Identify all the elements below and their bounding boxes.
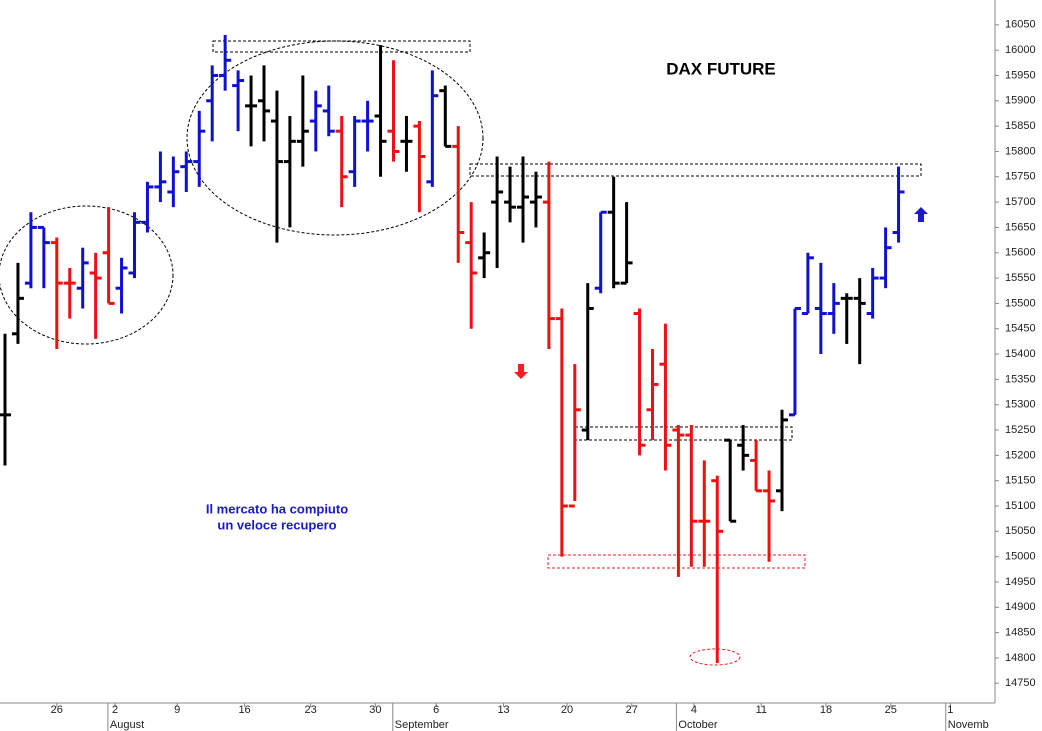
- plot: 14750 14800 14850 14900 14950 15000 15050 15100…: [0, 19, 1036, 731]
- y-tick-label: 15550: [1005, 272, 1036, 284]
- x-tick-label: 18: [820, 704, 832, 716]
- y-tick-label: 15750: [1005, 171, 1036, 183]
- y-tick-label: 15500: [1005, 297, 1036, 309]
- y-tick-label: 15200: [1005, 449, 1036, 461]
- x-tick-label: 1: [947, 704, 953, 716]
- annotation: un veloce recupero: [217, 517, 336, 532]
- month-label: August: [110, 719, 144, 731]
- y-tick-label: 15150: [1005, 475, 1036, 487]
- x-tick-label: 23: [304, 704, 316, 716]
- y-tick-label: 15900: [1005, 95, 1036, 107]
- y-tick-label: 15950: [1005, 69, 1036, 81]
- y-tick-label: 16050: [1005, 19, 1036, 31]
- x-tick-label: 2: [112, 704, 118, 716]
- month-label: Novemb: [948, 719, 989, 731]
- y-tick-label: 15250: [1005, 424, 1036, 436]
- resistance-box: [212, 40, 471, 53]
- y-tick-label: 15350: [1005, 373, 1036, 385]
- chart-title: DAX FUTURE: [666, 59, 776, 78]
- y-tick-label: 15050: [1005, 525, 1036, 537]
- ellipse: [186, 40, 484, 236]
- y-tick-label: 15800: [1005, 145, 1036, 157]
- y-tick-label: 14950: [1005, 576, 1036, 588]
- month-label: September: [395, 719, 449, 731]
- y-tick-label: 15600: [1005, 247, 1036, 259]
- y-tick-label: 16000: [1005, 44, 1036, 56]
- y-tick-label: 15850: [1005, 120, 1036, 132]
- x-tick-label: 6: [433, 704, 439, 716]
- x-tick-label: 9: [174, 704, 180, 716]
- annotation: Il mercato ha compiuto: [206, 501, 348, 516]
- annotations: [0, 40, 922, 666]
- y-tick-label: 14900: [1005, 601, 1036, 613]
- x-tick-label: 11: [756, 704, 767, 716]
- y-tick-label: 14850: [1005, 627, 1036, 639]
- y-tick-label: 14800: [1005, 652, 1036, 664]
- x-tick-label: 27: [626, 704, 638, 716]
- y-tick-label: 15700: [1005, 196, 1036, 208]
- ellipse: [0, 205, 174, 345]
- resistance-box: [469, 163, 922, 177]
- y-tick-label: 14750: [1005, 677, 1036, 689]
- y-tick-label: 15450: [1005, 323, 1036, 335]
- x-tick-label: 13: [497, 704, 509, 716]
- x-tick-label: 26: [51, 704, 63, 716]
- down-arrow: [514, 364, 528, 379]
- up-arrow: [914, 207, 928, 222]
- y-tick-label: 15000: [1005, 551, 1036, 563]
- x-tick-label: 30: [369, 704, 381, 716]
- y-tick-label: 15300: [1005, 399, 1036, 411]
- x-tick-label: 20: [561, 704, 573, 716]
- y-tick-label: 15100: [1005, 500, 1036, 512]
- y-tick-label: 15400: [1005, 348, 1036, 360]
- y-tick-label: 15650: [1005, 221, 1036, 233]
- month-label: October: [678, 719, 717, 731]
- ellipse: [689, 648, 741, 666]
- x-tick-label: 25: [885, 704, 897, 716]
- x-tick-label: 16: [238, 704, 250, 716]
- x-tick-label: 4: [691, 704, 697, 716]
